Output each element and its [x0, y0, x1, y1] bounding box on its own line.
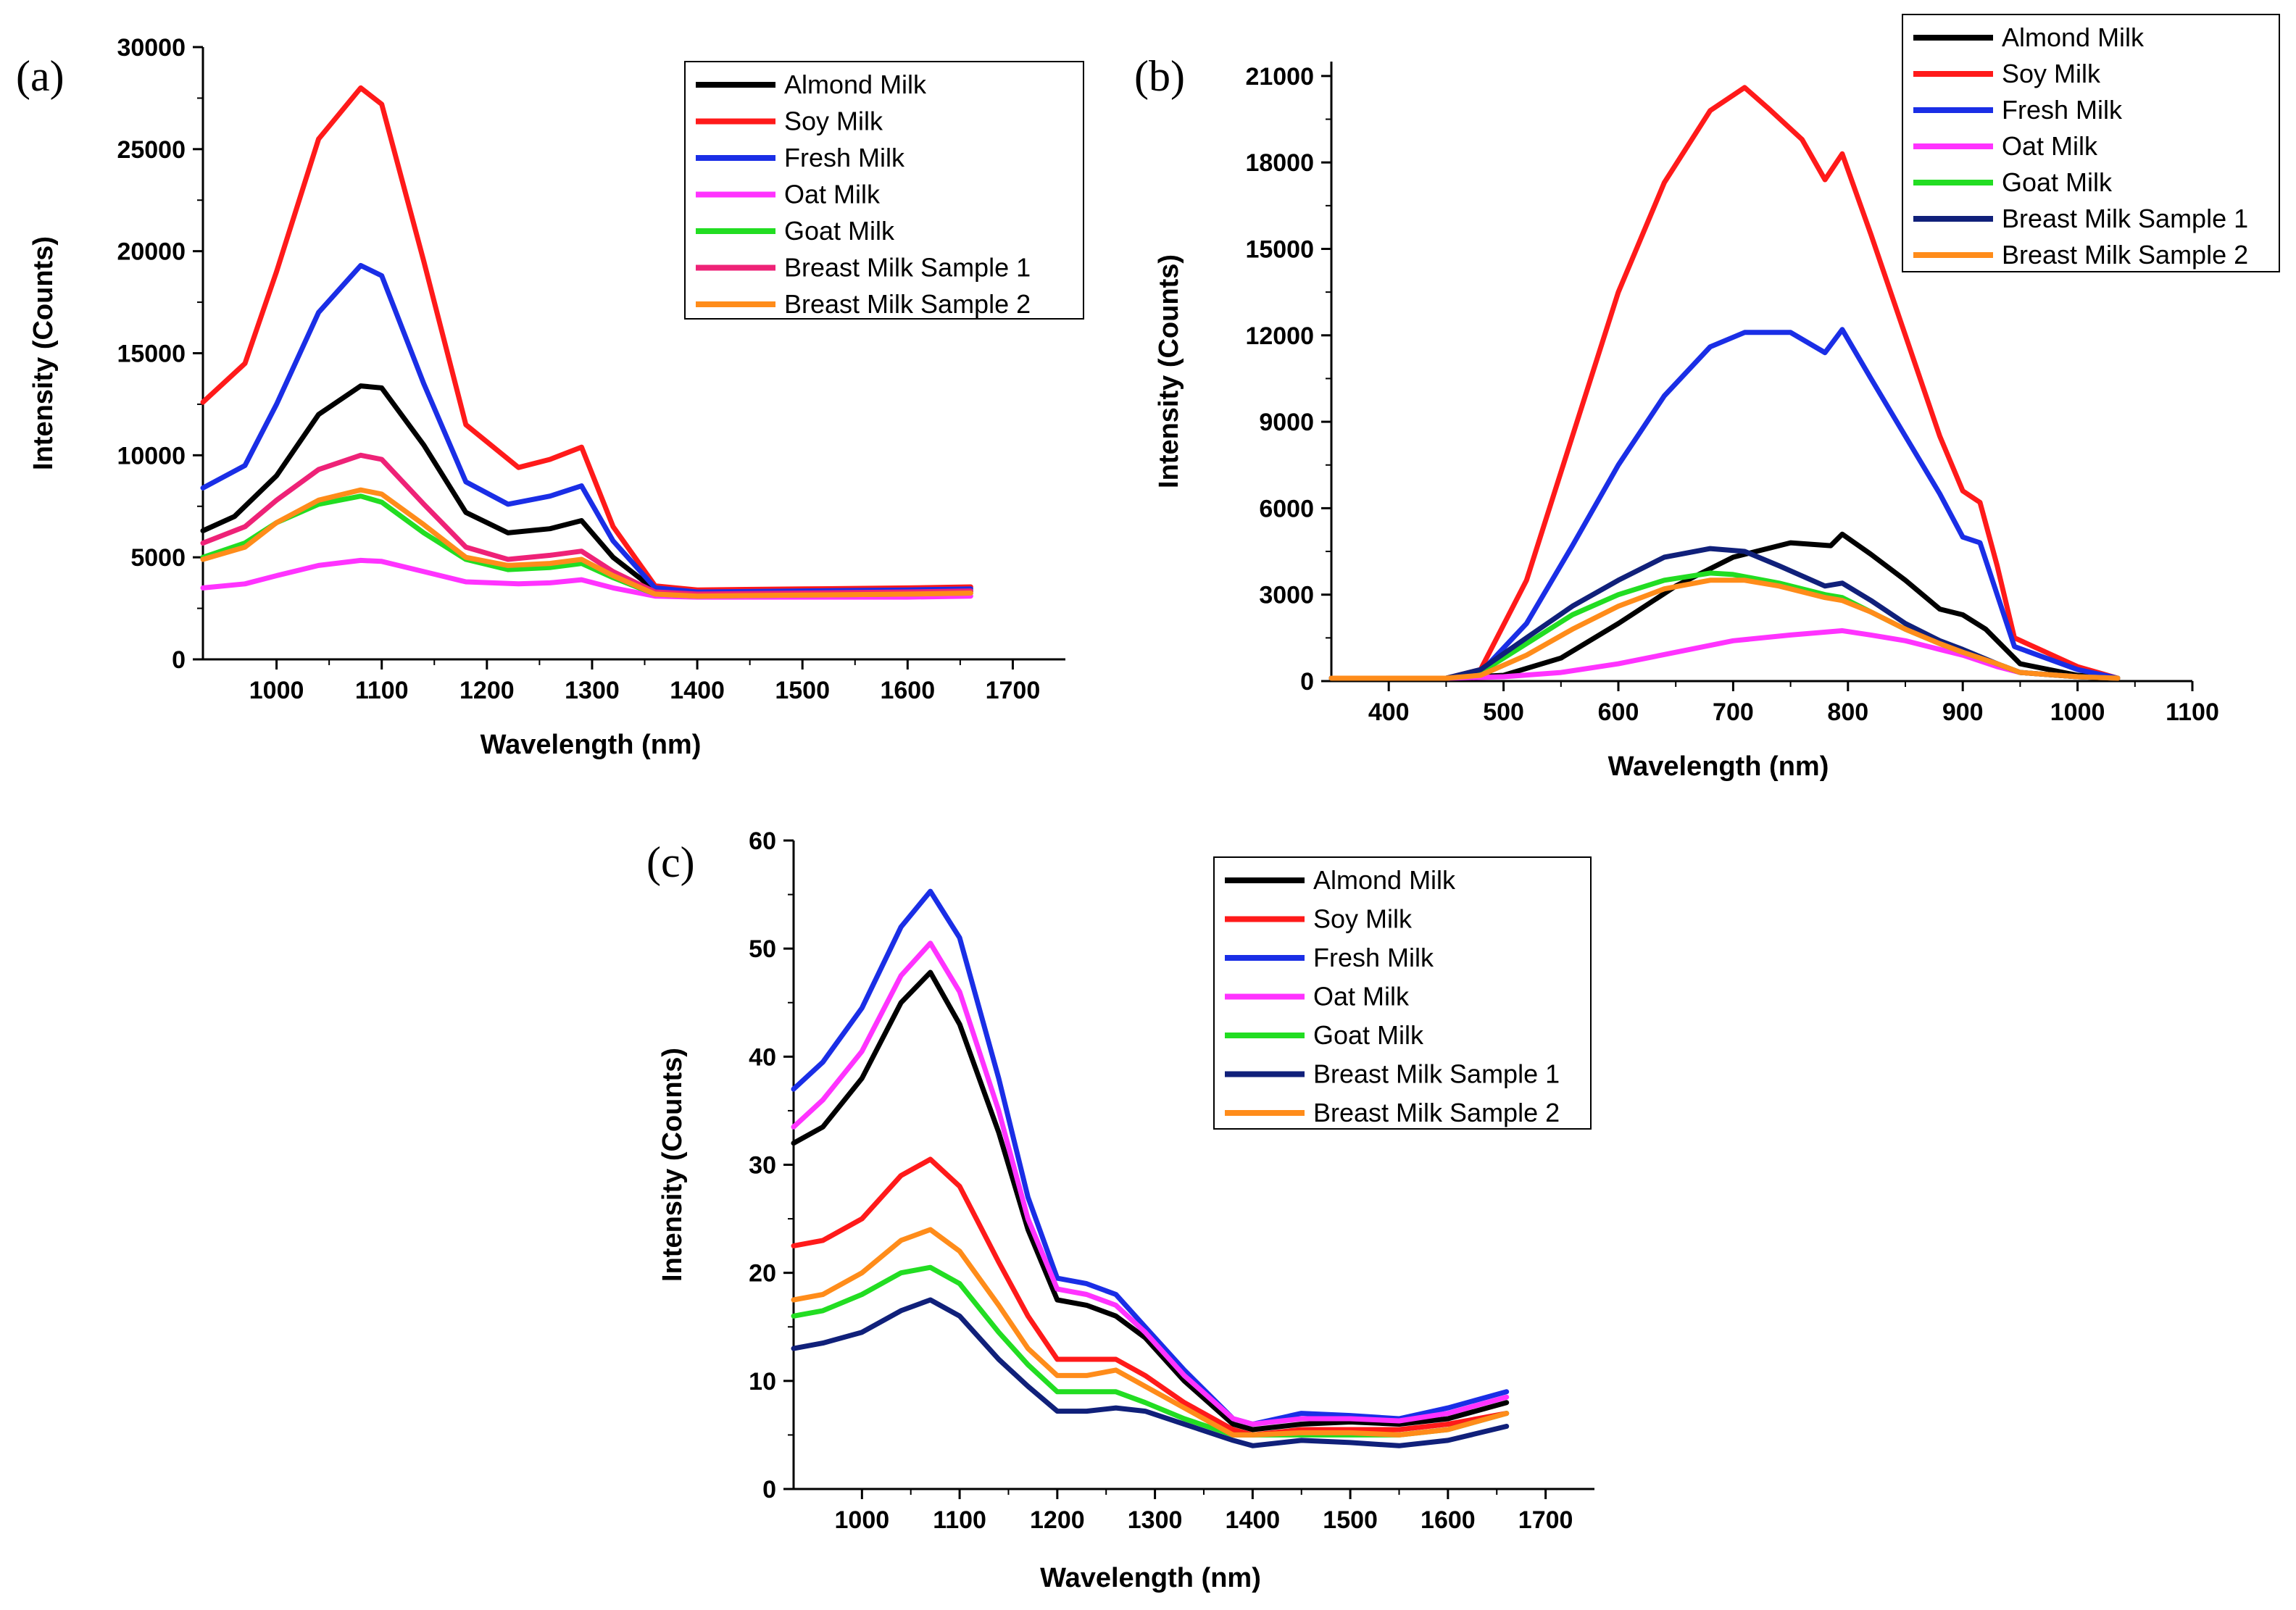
y-tick-label: 40	[749, 1043, 776, 1071]
series-line-goat-milk	[791, 1264, 1510, 1438]
y-tick-label: 9000	[1259, 409, 1314, 436]
series-line-fresh-milk	[1328, 327, 2121, 681]
panel-label: (b)	[1134, 52, 1185, 100]
y-axis-label: Intensity (Counts)	[657, 1048, 688, 1282]
y-tick-label: 10	[749, 1368, 776, 1396]
legend-label: Breast Milk Sample 1	[784, 253, 1031, 283]
y-tick-label: 30	[749, 1152, 776, 1180]
y-tick-label: 20	[749, 1260, 776, 1288]
panel-a: 0 5000 10000 15000 20000 25000 30000 1000 1100 12…	[16, 34, 1084, 760]
y-tick-label: 25000	[117, 136, 186, 164]
x-tick-label: 1200	[459, 677, 515, 704]
x-tick-label: 1400	[1226, 1506, 1281, 1534]
series-line-breast-milk-sample-2	[200, 487, 973, 599]
series-line-soy-milk	[791, 1156, 1510, 1438]
y-tick-label: 15000	[1245, 235, 1314, 263]
legend-label: Breast Milk Sample 2	[784, 289, 1031, 319]
legend-label: Goat Milk	[784, 216, 895, 246]
x-tick-label: 1500	[775, 677, 830, 704]
series-line-breast-milk-sample-2	[791, 1227, 1510, 1438]
legend-label: Oat Milk	[784, 180, 881, 209]
legend-label: Almond Milk	[1313, 865, 1456, 895]
y-axis-label: Intensity (Counts)	[28, 236, 59, 470]
panel-label: (a)	[16, 52, 65, 100]
y-axis-label: Intensity (Counts)	[1154, 254, 1184, 488]
x-tick-label: 1400	[670, 677, 725, 704]
panel-b: 0 3000 6000 9000 12000 15000 18000 21000 400 500 6…	[1134, 14, 2280, 782]
x-tick-label: 1300	[1128, 1506, 1183, 1534]
y-tick-label: 0	[762, 1476, 776, 1503]
legend-box	[684, 61, 1084, 320]
y-tick-label: 60	[749, 827, 776, 855]
y-tick-label: 20000	[117, 238, 186, 266]
x-tick-label: 1100	[355, 677, 409, 704]
legend-label: Breast Milk Sample 2	[2002, 240, 2248, 270]
legend-label: Almond Milk	[784, 70, 927, 99]
x-axis-label: Wavelength (nm)	[481, 730, 702, 760]
x-tick-label: 1700	[1518, 1506, 1573, 1534]
series-line-oat-milk	[1328, 627, 2121, 681]
legend-label: Breast Milk Sample 2	[1313, 1098, 1560, 1127]
legend-label: Soy Milk	[1313, 904, 1413, 934]
y-tick-label: 10000	[117, 442, 186, 470]
y-tick-label: 50	[749, 935, 776, 963]
y-tick-label: 30000	[117, 34, 186, 62]
x-tick-label: 1300	[565, 677, 620, 704]
series-line-fresh-milk	[791, 888, 1510, 1427]
y-tick-label: 0	[1300, 668, 1314, 696]
legend-label: Goat Milk	[1313, 1020, 1424, 1050]
series-line-almond-milk	[1328, 531, 2121, 681]
y-tick-label: 18000	[1245, 149, 1314, 177]
x-tick-label: 1500	[1323, 1506, 1378, 1534]
panel-c: 0 10 20 30 40 50 60 1000 1100 1200 1300 1400 1500 160…	[646, 827, 1594, 1593]
legend-label: Soy Milk	[2002, 59, 2101, 88]
legend-label: Oat Milk	[1313, 982, 1410, 1012]
x-tick-label: 900	[1942, 698, 1984, 726]
x-tick-label: 1700	[986, 677, 1041, 704]
series-line-soy-milk	[1328, 85, 2121, 681]
x-tick-label: 1600	[880, 677, 935, 704]
legend-label: Fresh Milk	[1313, 943, 1434, 972]
legend-box	[1902, 14, 2280, 272]
series-line-oat-milk	[791, 940, 1510, 1427]
legend-label: Fresh Milk	[2002, 95, 2123, 125]
x-tick-label: 600	[1598, 698, 1639, 726]
x-tick-label: 700	[1713, 698, 1754, 726]
legend-label: Oat Milk	[2002, 131, 2098, 161]
legend-box	[1213, 856, 1592, 1130]
x-axis-label: Wavelength (nm)	[1608, 751, 1829, 782]
y-tick-label: 6000	[1259, 495, 1314, 522]
x-tick-label: 1100	[933, 1506, 986, 1534]
series-line-breast-milk-sample-2	[1328, 577, 2121, 681]
x-tick-label: 1000	[2050, 698, 2105, 726]
y-tick-label: 3000	[1259, 582, 1314, 609]
x-axis-label: Wavelength (nm)	[1040, 1563, 1261, 1593]
panel-label: (c)	[646, 838, 695, 886]
series-line-breast-milk-sample-1	[791, 1297, 1510, 1448]
legend-label: Breast Milk Sample 1	[2002, 204, 2248, 233]
x-tick-label: 800	[1827, 698, 1868, 726]
y-tick-label: 0	[172, 646, 186, 674]
y-tick-label: 12000	[1245, 322, 1314, 350]
x-tick-label: 1100	[2166, 698, 2219, 726]
legend-label: Almond Milk	[2002, 22, 2145, 52]
series-line-almond-milk	[791, 969, 1510, 1432]
legend-label: Breast Milk Sample 1	[1313, 1059, 1560, 1089]
y-tick-label: 21000	[1245, 63, 1314, 91]
y-tick-label: 15000	[117, 341, 186, 368]
x-tick-label: 1000	[249, 677, 304, 704]
legend-label: Goat Milk	[2002, 167, 2113, 197]
y-tick-label: 5000	[130, 544, 186, 572]
legend-label: Fresh Milk	[784, 143, 905, 172]
legend-label: Soy Milk	[784, 107, 883, 136]
x-tick-label: 1200	[1030, 1506, 1085, 1534]
x-tick-label: 500	[1483, 698, 1524, 726]
x-tick-label: 1000	[835, 1506, 890, 1534]
x-tick-label: 400	[1368, 698, 1410, 726]
x-tick-label: 1600	[1421, 1506, 1476, 1534]
